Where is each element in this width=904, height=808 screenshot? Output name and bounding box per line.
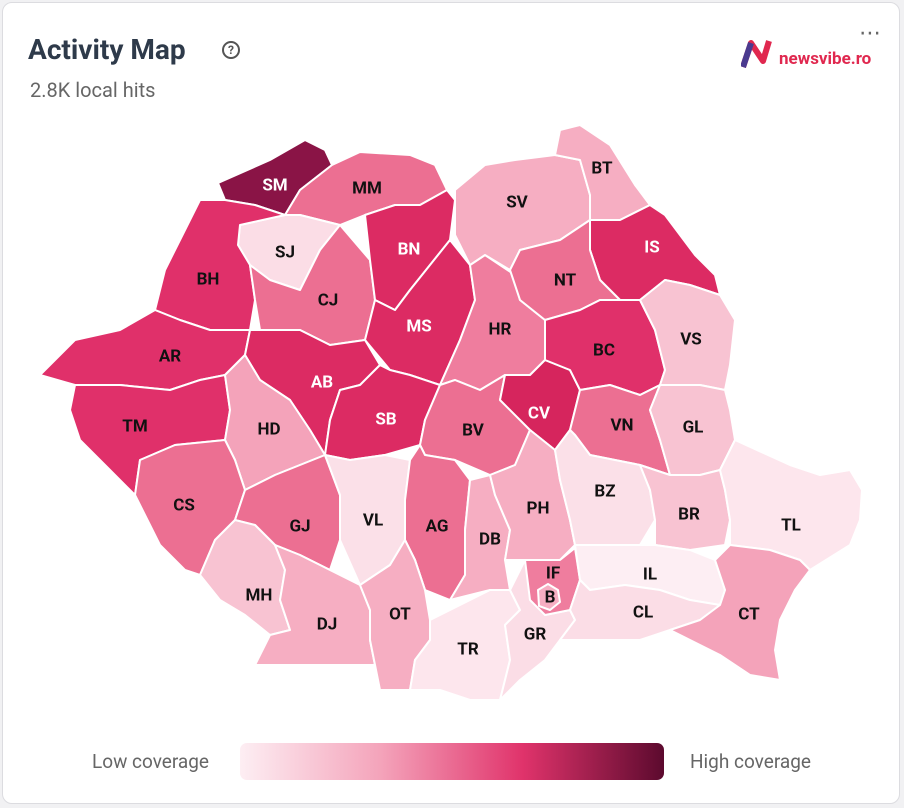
county-label: DB [479,529,501,549]
county-label: NT [554,270,577,290]
county-label: AG [426,516,449,536]
brand-logo [741,40,772,68]
county-label: TM [122,416,147,436]
county-label: BN [398,239,421,259]
legend-gradient [240,743,664,780]
county-area [669,544,811,681]
county-label: MH [246,585,273,605]
legend-high: High coverage [690,750,811,773]
title: Activity Map [28,33,186,66]
county-area [639,279,736,391]
county-label: AB [311,372,333,392]
county-label: SV [506,192,528,212]
county-label: BR [678,504,700,524]
county-label: CT [738,604,760,624]
county-area [719,439,863,571]
county-label: MS [406,316,431,336]
county-label: CV [528,403,551,423]
county-label: VS [680,329,702,349]
county-label: SJ [275,242,295,262]
county-label: TR [457,639,479,659]
county-label: BC [593,340,615,360]
county-area [254,544,376,666]
help-icon[interactable]: ? [222,41,240,59]
county-label: MM [352,178,382,198]
county-label: GJ [289,516,310,536]
subtitle: 2.8K local hits [30,78,156,102]
county-label: GR [524,624,547,644]
county-area [489,429,576,561]
county-label: CJ [318,290,339,310]
county-label: IS [644,237,659,257]
county-area [537,583,561,611]
county-label: IL [643,564,657,584]
county-label: HD [257,419,280,439]
legend-low: Low coverage [92,750,210,773]
county-area [639,464,731,551]
county-label: TL [781,515,801,535]
county-label: HR [489,319,512,339]
county-label: AR [159,346,181,366]
county-label: SB [375,409,396,429]
county-label: CS [173,495,195,515]
county-label: BV [462,420,485,440]
county-label: BH [197,269,220,289]
county-area [509,219,621,321]
county-label: B [545,587,556,607]
county-label: BZ [594,481,615,501]
county-label: IF [546,563,560,583]
county-label: SM [262,175,287,195]
menu-button[interactable]: ⋯ [859,21,882,46]
county-label: DJ [317,614,338,634]
county-label: BT [591,158,613,178]
county-label: CL [633,602,653,622]
county-label: OT [389,604,411,624]
county-label: VN [610,415,633,435]
county-label: VL [363,510,383,530]
brand-name: newsvibe.ro [779,49,872,69]
brand: newsvibe.ro [741,39,871,69]
county-label: PH [527,498,550,518]
county-label: GL [683,417,704,437]
